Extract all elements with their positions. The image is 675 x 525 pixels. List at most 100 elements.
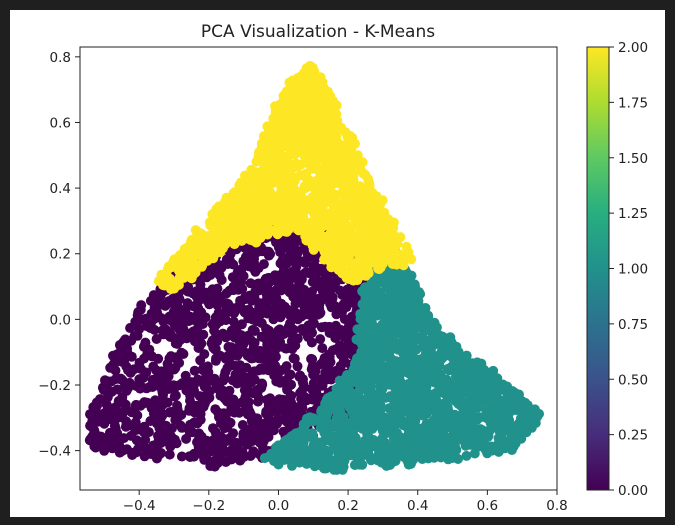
data-point <box>153 353 164 364</box>
data-point <box>123 378 134 389</box>
data-point <box>306 414 317 425</box>
data-point <box>198 401 209 412</box>
data-point <box>238 200 248 211</box>
data-point <box>221 192 232 203</box>
data-point <box>447 387 458 398</box>
data-point <box>288 430 299 441</box>
data-point <box>249 366 260 377</box>
data-point <box>315 334 326 345</box>
data-point <box>253 199 264 209</box>
data-point <box>283 223 294 234</box>
data-point <box>227 436 238 447</box>
data-point <box>326 302 337 313</box>
y-tick-label: 0.0 <box>50 312 71 328</box>
data-point <box>264 154 275 165</box>
data-point <box>120 399 131 410</box>
data-point <box>268 215 279 226</box>
data-point <box>306 177 317 187</box>
data-point <box>157 399 168 410</box>
data-point <box>364 422 375 433</box>
data-point <box>355 156 366 167</box>
data-point <box>287 460 297 471</box>
data-points <box>84 60 544 475</box>
data-point <box>136 441 147 452</box>
data-point <box>135 380 146 391</box>
data-point <box>254 209 265 220</box>
data-point <box>221 298 232 309</box>
scatter-plot: PCA Visualization - K-Means −0.4 −0.2 0.0 0… <box>38 22 648 514</box>
data-point <box>269 310 280 321</box>
data-point <box>115 373 126 384</box>
data-point <box>405 436 416 447</box>
data-point <box>314 303 325 314</box>
data-point <box>211 204 222 215</box>
data-point <box>260 273 271 284</box>
data-point <box>300 267 311 278</box>
data-point <box>288 353 299 364</box>
data-point <box>296 449 307 460</box>
data-point <box>103 414 114 425</box>
data-point <box>297 308 308 319</box>
cluster-1-points <box>259 241 544 475</box>
data-point <box>201 391 212 402</box>
data-point <box>364 213 374 224</box>
data-point <box>281 375 292 385</box>
y-tick-label: 0.2 <box>50 247 71 263</box>
data-point <box>113 439 124 450</box>
data-point <box>211 353 222 364</box>
data-point <box>316 322 327 333</box>
data-point <box>297 377 308 388</box>
data-point <box>299 150 310 161</box>
data-point <box>236 451 246 462</box>
data-point <box>282 383 293 394</box>
data-point <box>259 418 270 429</box>
data-point <box>450 441 460 451</box>
data-point <box>284 308 295 319</box>
data-point <box>125 323 136 333</box>
data-point <box>90 435 101 446</box>
data-point <box>323 237 334 248</box>
data-point <box>399 359 410 370</box>
colorbar-tick-label: 2.00 <box>618 40 648 56</box>
data-point <box>230 369 241 380</box>
data-point <box>319 373 330 383</box>
data-point <box>206 446 216 457</box>
y-tick-label: 0.8 <box>50 50 71 66</box>
data-point <box>315 72 326 83</box>
data-point <box>283 325 294 335</box>
data-point <box>208 253 219 264</box>
data-point <box>480 398 491 409</box>
x-axis: −0.4 −0.2 0.0 0.2 0.4 0.6 0.8 <box>123 490 568 514</box>
data-point <box>363 173 373 184</box>
data-point <box>278 267 288 278</box>
data-point <box>255 426 266 437</box>
data-point <box>386 393 397 404</box>
data-point <box>270 107 281 118</box>
data-point <box>134 357 145 368</box>
data-point <box>235 177 246 188</box>
data-point <box>246 432 257 442</box>
data-point <box>474 412 485 423</box>
data-point <box>408 329 419 340</box>
data-point <box>336 436 346 447</box>
data-point <box>395 232 406 243</box>
data-point <box>383 343 394 354</box>
data-point <box>308 159 319 170</box>
data-point <box>299 284 310 295</box>
y-tick-label: −0.2 <box>38 378 71 394</box>
data-point <box>382 334 393 345</box>
data-point <box>252 387 263 398</box>
data-point <box>229 328 240 339</box>
data-point <box>149 409 160 420</box>
data-point <box>236 264 247 275</box>
data-point <box>401 400 412 411</box>
data-point <box>340 357 351 368</box>
data-point <box>116 343 127 354</box>
data-point <box>154 375 165 386</box>
data-point <box>325 436 336 447</box>
data-point <box>193 287 204 298</box>
data-point <box>323 360 334 371</box>
data-point <box>244 191 255 202</box>
data-point <box>158 316 169 327</box>
data-point <box>469 448 480 459</box>
